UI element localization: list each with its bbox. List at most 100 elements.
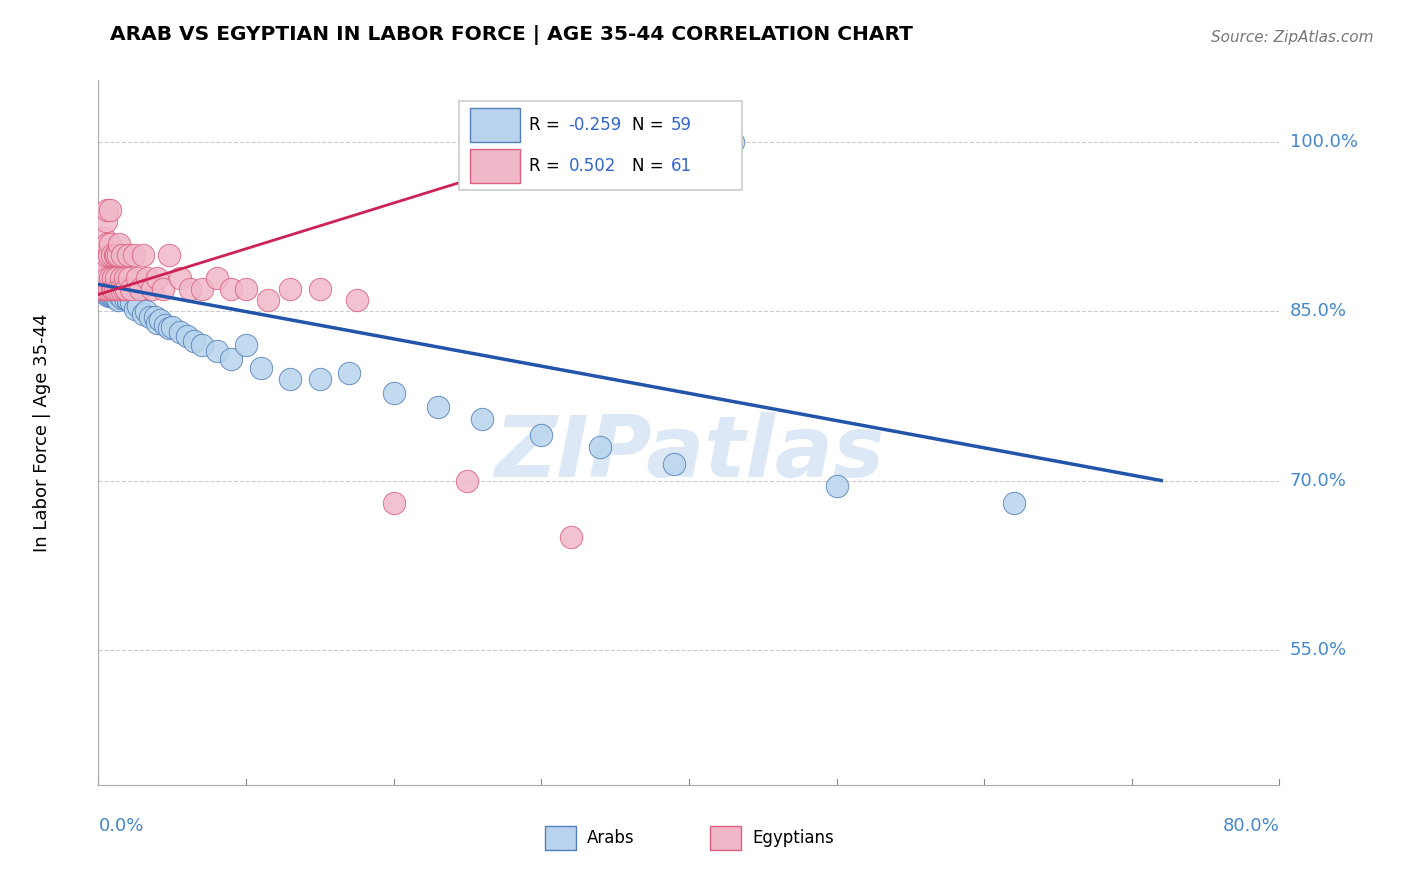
- Point: [91, 282, 114, 296]
- Point: [94, 277, 117, 291]
- Point: [96, 278, 118, 293]
- Point: [132, 307, 155, 321]
- Point: [108, 287, 131, 301]
- Point: [128, 282, 150, 296]
- Text: 85.0%: 85.0%: [1289, 302, 1347, 320]
- FancyBboxPatch shape: [710, 826, 741, 850]
- Point: [235, 338, 257, 352]
- Point: [96, 287, 118, 301]
- Point: [96, 202, 118, 217]
- Point: [98, 236, 121, 251]
- Point: [94, 214, 117, 228]
- Text: 100.0%: 100.0%: [1289, 133, 1358, 152]
- Point: [309, 282, 332, 296]
- Point: [97, 282, 120, 296]
- Point: [169, 325, 191, 339]
- Text: N =: N =: [633, 116, 669, 134]
- Point: [179, 282, 201, 296]
- Point: [107, 248, 129, 262]
- Point: [94, 284, 117, 298]
- Text: Source: ZipAtlas.com: Source: ZipAtlas.com: [1212, 30, 1374, 45]
- Point: [125, 270, 148, 285]
- Point: [153, 318, 176, 332]
- Point: [117, 248, 139, 262]
- Point: [105, 248, 128, 262]
- Point: [723, 136, 745, 150]
- Point: [149, 313, 172, 327]
- Point: [280, 372, 302, 386]
- Point: [98, 202, 121, 217]
- Point: [162, 320, 183, 334]
- Point: [93, 277, 115, 291]
- Point: [132, 248, 155, 262]
- Point: [191, 338, 214, 352]
- Point: [127, 299, 149, 313]
- Point: [93, 282, 115, 296]
- Point: [98, 270, 121, 285]
- Point: [103, 287, 125, 301]
- Text: 0.502: 0.502: [568, 157, 616, 175]
- Point: [112, 282, 135, 296]
- Point: [115, 282, 138, 296]
- FancyBboxPatch shape: [458, 102, 742, 189]
- Text: 80.0%: 80.0%: [1223, 816, 1279, 835]
- Point: [98, 287, 121, 301]
- Point: [309, 372, 332, 386]
- Point: [107, 284, 129, 298]
- Point: [104, 286, 127, 301]
- Text: Arabs: Arabs: [588, 829, 636, 847]
- Point: [97, 248, 120, 262]
- Point: [118, 270, 141, 285]
- Point: [191, 282, 214, 296]
- Point: [104, 248, 127, 262]
- Text: In Labor Force | Age 35-44: In Labor Force | Age 35-44: [32, 313, 51, 552]
- Point: [135, 304, 157, 318]
- Point: [103, 270, 125, 285]
- Point: [91, 248, 114, 262]
- Point: [94, 248, 117, 262]
- Point: [235, 282, 257, 296]
- Point: [122, 248, 145, 262]
- Point: [205, 343, 228, 358]
- Point: [90, 265, 112, 279]
- Point: [471, 411, 494, 425]
- Point: [93, 265, 115, 279]
- Point: [183, 334, 205, 348]
- Point: [136, 270, 159, 285]
- Point: [90, 248, 112, 262]
- Point: [124, 302, 146, 317]
- Point: [89, 282, 111, 296]
- Point: [110, 284, 132, 298]
- Text: ARAB VS EGYPTIAN IN LABOR FORCE | AGE 35-44 CORRELATION CHART: ARAB VS EGYPTIAN IN LABOR FORCE | AGE 35…: [110, 25, 912, 45]
- Point: [146, 270, 169, 285]
- Point: [114, 291, 136, 305]
- Point: [560, 530, 582, 544]
- Text: -0.259: -0.259: [568, 116, 621, 134]
- Point: [100, 248, 122, 262]
- Point: [176, 329, 198, 343]
- Point: [346, 293, 368, 307]
- Point: [457, 474, 479, 488]
- Point: [112, 284, 135, 298]
- Point: [143, 310, 166, 324]
- Point: [96, 270, 118, 285]
- Point: [157, 321, 180, 335]
- Text: Egyptians: Egyptians: [752, 829, 835, 847]
- Point: [96, 236, 118, 251]
- Point: [97, 282, 120, 296]
- Point: [139, 310, 162, 324]
- Point: [221, 351, 243, 366]
- Text: ZIPatlas: ZIPatlas: [494, 412, 884, 495]
- Text: 61: 61: [671, 157, 692, 175]
- Point: [98, 279, 121, 293]
- Text: N =: N =: [633, 157, 669, 175]
- Point: [110, 282, 132, 296]
- Point: [205, 270, 228, 285]
- Point: [117, 293, 139, 307]
- Point: [530, 428, 553, 442]
- Point: [120, 282, 142, 296]
- Text: R =: R =: [530, 157, 565, 175]
- Point: [93, 282, 115, 296]
- Point: [382, 385, 405, 400]
- Point: [103, 279, 125, 293]
